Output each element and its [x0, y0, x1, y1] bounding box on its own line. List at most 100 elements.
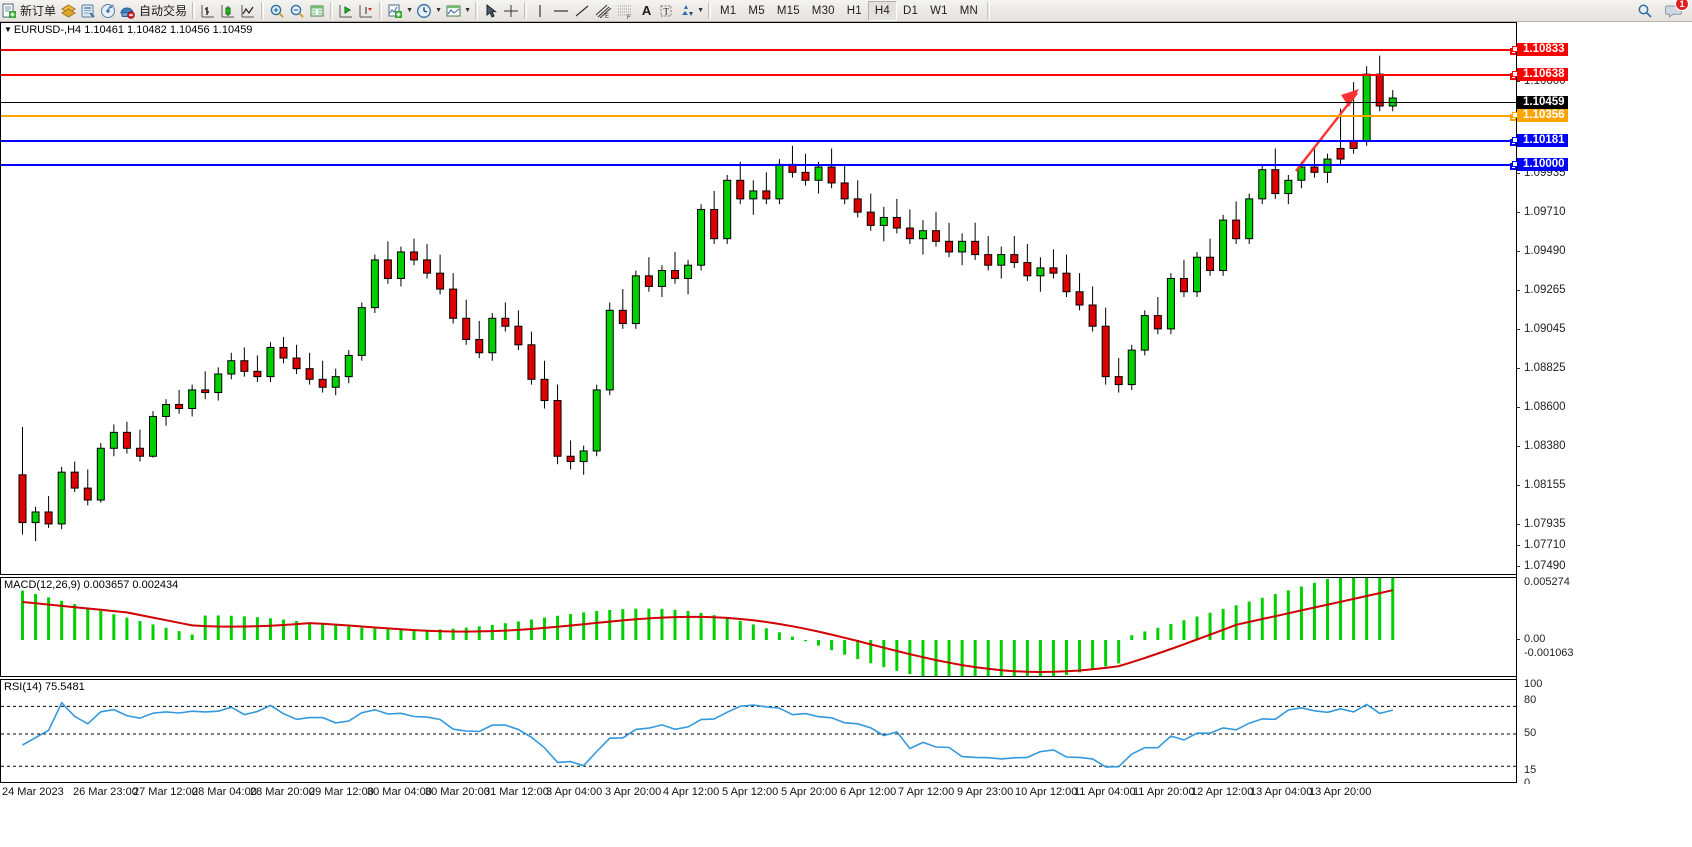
price-level-label-resistance[interactable]: 1.10833 [1512, 43, 1568, 56]
candle [449, 288, 458, 319]
macd-histogram-bar [229, 615, 233, 640]
candle [710, 208, 719, 240]
auto-scroll-button[interactable] [356, 1, 376, 21]
candle [1245, 198, 1254, 240]
price-level-line-resistance[interactable] [1, 73, 1516, 80]
candlestick-chart-button[interactable] [218, 1, 238, 21]
level-drag-handle[interactable] [1512, 112, 1518, 118]
timeframe-m5[interactable]: M5 [748, 4, 765, 17]
candle [305, 368, 314, 380]
candle [1206, 256, 1215, 272]
timeframe-m1[interactable]: M1 [720, 4, 737, 17]
toolbar-separator [708, 2, 712, 19]
horizontal-line-tool-button[interactable] [550, 1, 572, 21]
arrow-annotation[interactable] [1295, 89, 1359, 172]
candle [736, 179, 745, 200]
macd-histogram-bar [177, 631, 181, 640]
templates-dropdown-arrow[interactable]: ▼ [464, 7, 471, 14]
signal-icon [100, 3, 116, 19]
timeframe-w1[interactable]: W1 [930, 4, 948, 17]
timeframe-m30[interactable]: M30 [811, 4, 835, 17]
vertical-line-tool-button[interactable] [530, 1, 550, 21]
macd-histogram-bar [1208, 612, 1212, 640]
search-button[interactable] [1635, 1, 1655, 21]
price-tick: 1.07490 [1517, 560, 1566, 572]
chart-workspace[interactable]: ▼ EURUSD-,H4 1.10461 1.10482 1.10456 1.10… [0, 22, 1692, 847]
timeframe-m15[interactable]: M15 [776, 4, 800, 17]
arrows-dropdown-arrow[interactable]: ▼ [697, 7, 704, 14]
toolbar-separator [987, 2, 991, 19]
price-level-label-pending[interactable]: 1.10356 [1512, 109, 1568, 122]
candle [749, 190, 758, 200]
price-level-line-current[interactable] [1, 102, 1516, 103]
timeframe-mn[interactable]: MN [959, 4, 979, 17]
timeframe-h1[interactable]: H1 [846, 4, 862, 17]
timeframe-h4[interactable]: H4 [867, 0, 897, 21]
price-tick: 1.08600 [1517, 401, 1566, 413]
period-button[interactable] [414, 1, 434, 21]
time-tick: 30 Mar 04:00 [367, 786, 432, 798]
zoom-out-button[interactable] [287, 1, 307, 21]
macd-histogram-bar [34, 593, 38, 640]
chevron-down-icon[interactable]: ▼ [4, 25, 12, 34]
macd-histogram-bar [999, 640, 1003, 676]
price-level-label-resistance[interactable]: 1.10638 [1512, 68, 1568, 81]
indicators-dropdown-arrow[interactable]: ▼ [406, 7, 413, 14]
zoom-in-button[interactable] [267, 1, 287, 21]
candle [1284, 179, 1293, 195]
period-dropdown-arrow[interactable]: ▼ [435, 7, 442, 14]
macd-histogram-bar [869, 640, 873, 664]
market-watch-button[interactable] [78, 1, 98, 21]
time-tick: 29 Mar 12:00 [309, 786, 374, 798]
rsi-tick: 100 [1524, 678, 1543, 690]
price-level-line-resistance[interactable] [1, 48, 1516, 55]
arrows-tool-button[interactable] [676, 1, 696, 21]
level-drag-handle[interactable] [1512, 137, 1518, 143]
time-tick: 28 Mar 04:00 [192, 786, 257, 798]
macd-histogram-bar [595, 611, 599, 640]
candle [201, 389, 210, 394]
navigator-button[interactable] [98, 1, 118, 21]
candle [70, 471, 79, 489]
templates-button[interactable] [443, 1, 463, 21]
line-chart-button[interactable] [238, 1, 258, 21]
auto-trading-button[interactable]: 自动交易 [118, 1, 189, 21]
price-level-label-current[interactable]: 1.10459 [1517, 96, 1568, 109]
trendline-tool-button[interactable] [572, 1, 592, 21]
price-level-line-support[interactable] [1, 139, 1516, 146]
level-drag-handle[interactable] [1512, 161, 1518, 167]
equidistant-channel-tool-button[interactable]: E [592, 1, 614, 21]
candle [1193, 256, 1201, 293]
price-chart-pane[interactable]: ▼ EURUSD-,H4 1.10461 1.10482 1.10456 1.10… [0, 22, 1516, 575]
candle [853, 198, 862, 213]
price-level-line-support[interactable] [1, 163, 1516, 170]
candle [918, 230, 927, 240]
data-window-button[interactable] [307, 1, 327, 21]
charts-button[interactable] [58, 1, 78, 21]
new-order-button[interactable]: 新订单 [0, 1, 58, 21]
candle [57, 471, 66, 525]
time-axis[interactable]: 24 Mar 2023 26 Mar 23:00 27 Mar 12:00 28 Ma… [0, 784, 1692, 804]
price-level-label-support[interactable]: 1.10000 [1512, 158, 1568, 171]
crosshair-tool-button[interactable] [501, 1, 521, 21]
rsi-pane[interactable]: RSI(14) 75.5481 [0, 679, 1516, 783]
level-drag-handle[interactable] [1512, 46, 1518, 52]
macd-histogram-bar [386, 629, 390, 640]
macd-header: MACD(12,26,9) 0.003657 0.002434 [4, 579, 179, 591]
macd-tick: 0.005274 [1524, 576, 1570, 588]
notifications-button[interactable]: 1 [1664, 0, 1689, 21]
shift-chart-button[interactable] [336, 1, 356, 21]
level-drag-handle[interactable] [1512, 71, 1518, 77]
text-tool-button[interactable]: A [636, 1, 656, 21]
cursor-tool-button[interactable] [481, 1, 501, 21]
price-tick: 1.09045 [1517, 323, 1566, 335]
bar-chart-button[interactable] [198, 1, 218, 21]
text-label-tool-button[interactable]: T [656, 1, 676, 21]
price-level-label-support[interactable]: 1.10181 [1512, 134, 1568, 147]
price-level-line-pending[interactable] [1, 114, 1516, 121]
fibonacci-tool-button[interactable]: F [614, 1, 636, 21]
timeframe-d1[interactable]: D1 [903, 4, 919, 17]
indicators-button[interactable] [385, 1, 405, 21]
candle [657, 270, 666, 287]
macd-pane[interactable]: MACD(12,26,9) 0.003657 0.002434 [0, 577, 1516, 677]
